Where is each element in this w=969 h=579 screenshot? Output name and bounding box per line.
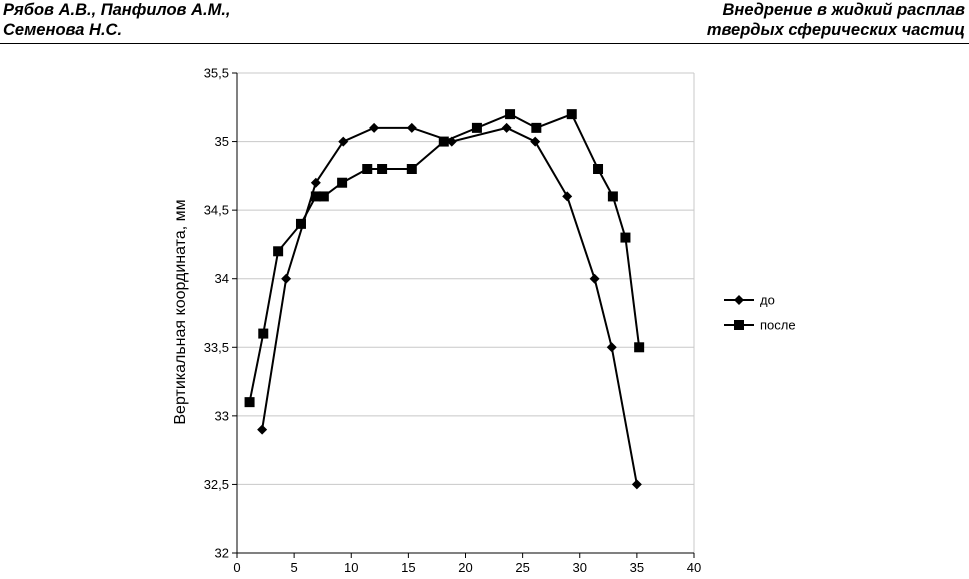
data-point [501,122,512,133]
y-tick-label: 35,5 [204,66,229,81]
data-point [310,191,321,202]
data-point [406,122,417,133]
series-line [248,112,641,403]
x-tick-label: 30 [573,560,587,575]
authors-line-1: Рябов А.В., Панфилов А.М., [3,1,231,19]
data-point [273,246,284,257]
axes [232,72,695,558]
grid-lines [237,72,695,553]
data-point [530,136,541,147]
data-point [607,191,618,202]
data-point [606,342,617,353]
data-point [471,122,482,133]
y-tick-label: 35 [215,134,229,149]
data-point [337,177,348,188]
data-point [369,122,380,133]
legend-entry: до [724,293,775,308]
data-point [310,177,321,188]
data-point [589,273,600,284]
data-point [593,164,604,174]
data-point [631,479,642,490]
legend-entry: после [724,318,796,333]
data-point [406,164,417,174]
legend-label: до [760,293,775,308]
y-tick-label: 32,5 [204,477,229,492]
data-point [295,218,306,229]
article-title-line-1: Внедрение в жидкий расплав [722,1,965,19]
data-point [257,424,268,435]
series [244,109,645,490]
data-point [318,191,329,202]
legend-marker [734,320,744,330]
x-tick-label: 0 [233,560,240,575]
page-header: Рябов А.В., Панфилов А.М., Семенова Н.С.… [0,0,969,44]
x-tick-label: 25 [515,560,529,575]
y-tick-label: 33,5 [204,340,229,355]
data-point [634,342,645,353]
x-tick-label: 5 [291,560,298,575]
x-tick-label: 15 [401,560,415,575]
data-point [362,164,373,174]
data-point [505,109,516,120]
data-point [562,191,573,202]
authors-line-2: Семенова Н.С. [3,21,123,39]
y-tick-label: 32 [215,546,229,561]
data-point [531,122,542,133]
y-tick-label: 34 [215,271,229,286]
legend-marker [734,295,744,305]
data-point [338,136,349,147]
legend: до после [724,293,796,333]
data-point [438,136,449,147]
data-point [258,328,269,339]
x-tick-label: 20 [458,560,472,575]
article-title-line-2: твердых сферических частиц [706,21,965,39]
data-point [244,397,255,408]
series-posle [244,109,645,408]
x-tick-label: 10 [344,560,358,575]
y-axis-title: Вертикальная координата, мм [172,199,189,424]
x-tick-label: 40 [687,560,701,575]
data-point [620,232,631,243]
x-tick-label: 35 [630,560,644,575]
legend-label: после [760,318,796,333]
data-point [281,273,292,284]
tick-labels: 32 32,5 33 33,5 34 34,5 35 35,5 0 5 10 15 20 25 30 35 40 [204,66,702,576]
y-tick-label: 34,5 [204,203,229,218]
series-do [257,122,642,490]
y-tick-label: 33 [215,408,229,423]
data-point [566,109,577,120]
data-point [377,164,388,174]
